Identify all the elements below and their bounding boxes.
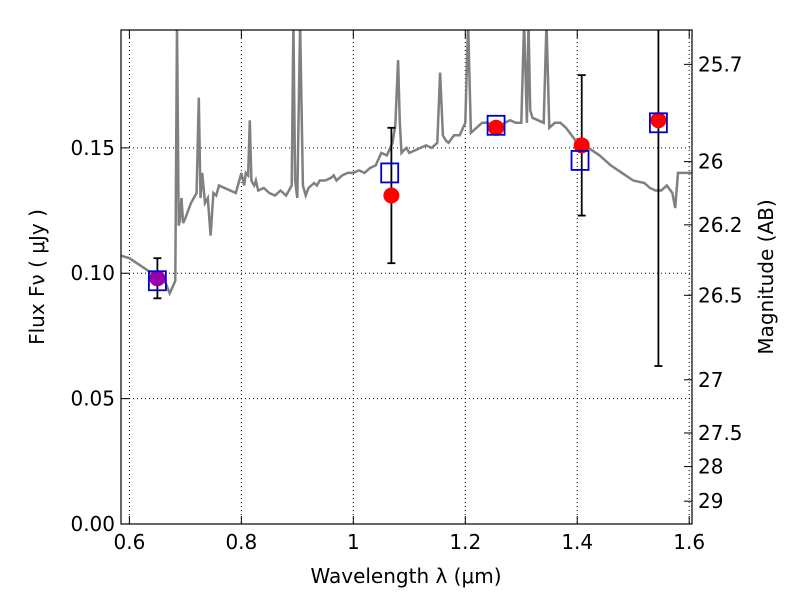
x-tick-label: 0.6 bbox=[113, 530, 145, 554]
y2-tick-label: 26 bbox=[698, 150, 723, 174]
y2-tick-label: 26.2 bbox=[698, 213, 743, 237]
observed-flux-point bbox=[383, 187, 400, 204]
y2-tick-label: 29 bbox=[698, 489, 723, 513]
y2-tick-label: 25.7 bbox=[698, 52, 743, 76]
y-axis-left: 0.00 0.05 0.10 0.15 bbox=[70, 136, 129, 536]
observed-flux-point bbox=[149, 270, 166, 287]
x-axis-label: Wavelength λ (μm) bbox=[310, 564, 501, 588]
spectrum-layer bbox=[121, 30, 692, 297]
y2-tick-label: 27 bbox=[698, 368, 723, 392]
x-tick-label: 1.4 bbox=[561, 530, 593, 554]
model-spectrum-line bbox=[121, 30, 692, 297]
observed-flux-point bbox=[650, 112, 667, 129]
observed-flux-point bbox=[488, 119, 505, 136]
grid-lines bbox=[121, 30, 692, 525]
y2-tick-label: 26.5 bbox=[698, 283, 743, 307]
model-photometry-square bbox=[486, 114, 506, 136]
y2-tick-label: 27.5 bbox=[698, 421, 743, 445]
y-tick-label: 0.05 bbox=[70, 387, 115, 411]
x-tick-label: 1.2 bbox=[449, 530, 481, 554]
y-tick-label: 0.15 bbox=[70, 136, 115, 160]
x-tick-label: 0.8 bbox=[225, 530, 257, 554]
y2-tick-label: 28 bbox=[698, 455, 723, 479]
model-photometry-square bbox=[380, 162, 400, 184]
plot-frame bbox=[120, 29, 693, 525]
x-tick-label: 1.6 bbox=[673, 530, 705, 554]
y-axis-label: Flux Fν ( μJy ) bbox=[25, 209, 49, 345]
model-photometry-square bbox=[147, 270, 167, 292]
x-axis: 0.6 0.8 1 1.2 1.4 1.6 bbox=[113, 30, 705, 554]
model-photometry-square bbox=[570, 149, 590, 171]
model-photometry-square bbox=[649, 112, 668, 134]
y-axis-right: 25.7 26 26.2 26.5 27 27.5 28 29 bbox=[684, 52, 743, 513]
y-tick-label: 0.00 bbox=[70, 512, 115, 536]
x-tick-label: 1 bbox=[347, 530, 360, 554]
marker-layer bbox=[147, 30, 668, 367]
y-tick-label: 0.10 bbox=[70, 261, 115, 285]
y2-axis-label: Magnitude (AB) bbox=[754, 199, 778, 354]
observed-flux-point bbox=[573, 137, 590, 154]
